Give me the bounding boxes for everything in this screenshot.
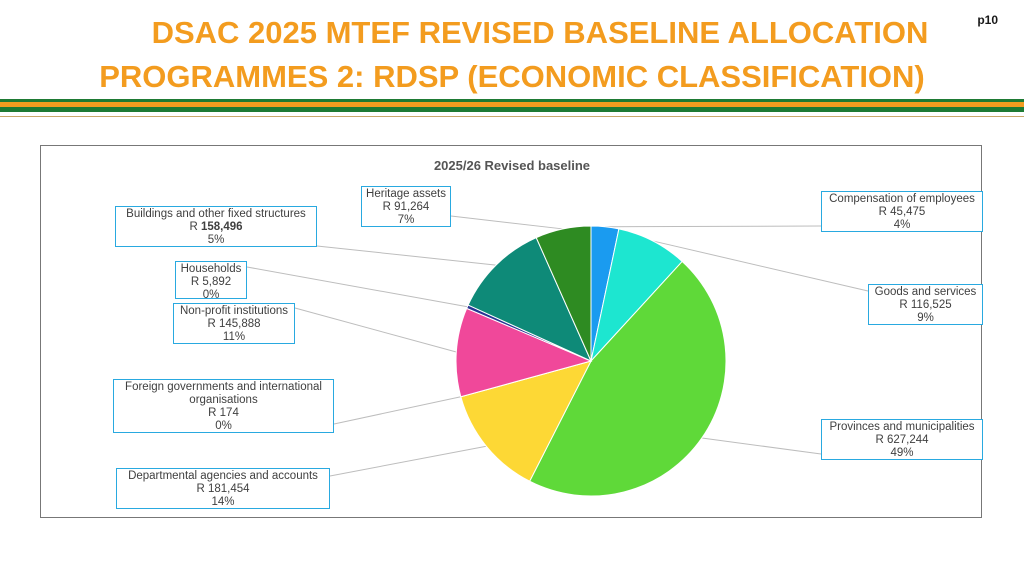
- label-percent: 14%: [211, 496, 235, 508]
- leader-line: [652, 240, 869, 292]
- label-goods-and-services: Goods and services R 116,525 9%: [868, 284, 983, 325]
- pie-slice-buildings-and-other-fixed-structures: [467, 236, 592, 363]
- leader-line: [605, 225, 822, 228]
- chart-title: 2025/26 Revised baseline: [433, 158, 591, 173]
- label-compensation-of-employees: Compensation of employees R 45,475 4%: [821, 191, 983, 232]
- label-name: Buildings and other fixed structures: [126, 208, 306, 220]
- label-buildings-and-fixed-structures: Buildings and other fixed structures R 1…: [115, 206, 317, 247]
- pie-slice-provinces-and-municipalities: [528, 260, 727, 497]
- header-stripe-green-bottom: [0, 107, 1024, 112]
- label-amount-bold: 158,496: [200, 221, 243, 233]
- label-name: Provinces and municipalities: [829, 421, 975, 433]
- label-percent: 49%: [890, 447, 914, 459]
- label-departmental-agencies: Departmental agencies and accounts R 181…: [116, 468, 330, 509]
- label-name: Goods and services: [874, 286, 977, 298]
- page-number: p10: [977, 13, 998, 27]
- header-stripe-green-top: [0, 99, 1024, 102]
- leader-line: [333, 396, 461, 425]
- label-amount: R 116,525: [899, 299, 952, 311]
- leader-line: [701, 437, 822, 455]
- label-percent: 0%: [202, 289, 220, 301]
- label-name-line-2: organisations: [189, 394, 258, 406]
- label-amount: R 627,244: [875, 434, 929, 446]
- label-name: Households: [180, 263, 242, 275]
- page-title-line-1: DSAC 2025 MTEF REVISED BASELINE ALLOCATI…: [151, 15, 929, 50]
- label-provinces-and-municipalities: Provinces and municipalities R 627,244 4…: [821, 419, 983, 460]
- label-non-profit-institutions: Non-profit institutions R 145,888 11%: [173, 303, 295, 344]
- label-percent: 4%: [893, 219, 911, 231]
- label-foreign-governments: Foreign governments and international or…: [113, 379, 334, 433]
- label-amount: R 91,264: [382, 201, 430, 213]
- header-stripe-line: [0, 116, 1024, 117]
- chart-frame: 2025/26 Revised baseline Compensation of…: [40, 145, 983, 518]
- label-name: Departmental agencies and accounts: [128, 470, 318, 482]
- leader-line: [329, 445, 487, 477]
- label-percent: 11%: [222, 331, 246, 343]
- label-amount: R 181,454: [196, 483, 250, 495]
- leader-line: [246, 266, 468, 308]
- pie-chart: [246, 215, 869, 497]
- label-percent: 9%: [917, 312, 934, 324]
- leader-line: [450, 215, 564, 230]
- pie-slice-non-profit-institutions: [455, 307, 593, 398]
- label-amount: R 174: [208, 407, 239, 419]
- label-name-line-1: Foreign governments and international: [125, 381, 322, 393]
- label-households: Households R 5,892 0%: [175, 261, 247, 301]
- page-title-line-2: PROGRAMMES 2: RDSP (ECONOMIC CLASSIFICAT…: [99, 59, 925, 94]
- leader-line: [294, 307, 457, 353]
- label-amount-prefix: R: [189, 221, 201, 233]
- label-amount: R 145,888: [207, 318, 261, 330]
- pie-slice-departmental-agencies-and-accounts: [460, 360, 592, 482]
- label-amount: R 5,892: [190, 276, 232, 288]
- label-percent: 7%: [397, 214, 415, 226]
- label-amount: R 45,475: [878, 206, 926, 218]
- label-percent: 5%: [207, 234, 225, 246]
- label-name: Heritage assets: [366, 188, 446, 200]
- label-percent: 0%: [215, 420, 232, 432]
- label-name: Compensation of employees: [829, 193, 975, 205]
- label-name: Non-profit institutions: [179, 305, 289, 317]
- leader-line: [316, 245, 497, 266]
- label-heritage-assets: Heritage assets R 91,264 7%: [361, 186, 451, 227]
- header-stripe-orange: [0, 102, 1024, 107]
- pie-slice-heritage-assets: [535, 225, 592, 362]
